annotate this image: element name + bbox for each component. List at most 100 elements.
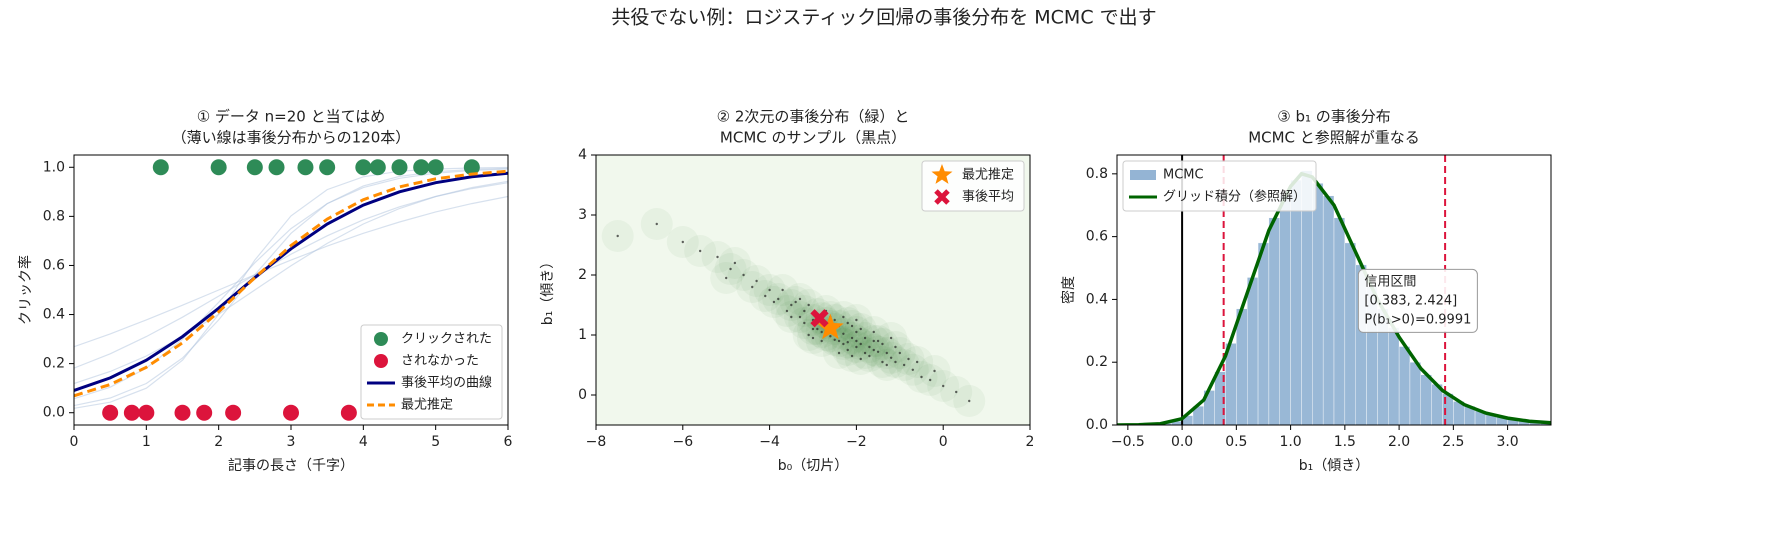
histogram-bar [1279,195,1291,425]
mcmc-sample [859,327,862,331]
histogram-bar [1420,374,1432,425]
legend-label: 事後平均 [962,190,1014,205]
mcmc-sample [764,294,767,298]
mcmc-sample [868,345,871,349]
legend-label: 最尤推定 [962,168,1014,183]
mcmc-sample [842,332,845,335]
panel-title: ① データ n=20 と当てはめ [197,108,386,126]
data-point [319,159,336,176]
mcmc-sample [859,357,862,361]
histogram-bar [1257,242,1270,425]
mcmc-sample [955,390,958,394]
y-tick-label: 0.0 [1086,417,1108,433]
histogram-bar [1333,217,1346,425]
mcmc-sample [807,303,810,307]
fit-curve [74,169,508,398]
x-tick-label: 6 [504,434,513,450]
y-tick-label: 0.2 [43,356,65,372]
data-point [210,159,227,176]
data-point [369,159,386,176]
mcmc-sample [920,375,923,379]
y-tick-label: 4 [578,147,587,163]
mcmc-sample [868,354,871,358]
legend-label: グリッド積分（参照解） [1163,189,1306,205]
x-tick-label: −6 [672,434,693,450]
mcmc-sample [785,309,789,313]
x-tick-label: 1.5 [1334,434,1356,450]
y-tick-label: 0.8 [1086,166,1108,182]
mcmc-sample [885,351,888,355]
mcmc-sample [889,356,893,359]
mcmc-sample [790,315,793,319]
mcmc-sample [876,350,880,353]
mcmc-sample [833,338,836,341]
legend-label: クリックされた [401,332,492,347]
histogram-bar [1268,217,1280,425]
reference-curve [1117,171,1551,425]
mcmc-sample [872,339,875,343]
posterior-mean-marker [810,309,829,328]
mcmc-sample [842,315,845,319]
mcmc-sample [798,297,802,301]
x-tick-label: −4 [759,434,780,450]
x-tick-label: 3.0 [1496,434,1518,450]
x-axis-label: 記事の長さ（千字） [228,457,354,474]
y-tick-label: 0.2 [1086,354,1108,370]
mcmc-sample [850,336,854,340]
legend-box [1122,160,1317,212]
mcmc-sample [820,330,823,334]
panel-title: MCMC と参照解が重なる [1248,129,1420,147]
plot-area [74,159,508,421]
mcmc-sample [855,318,858,322]
mcmc-sample [655,222,658,226]
mcmc-sample [742,273,745,277]
mcmc-sample [876,339,880,343]
data-point [413,159,430,176]
mcmc-sample [881,360,884,364]
x-tick-label: 1 [142,434,151,450]
mcmc-sample [729,267,732,271]
mcmc-sample [751,285,754,289]
mcmc-sample [898,351,901,355]
panel-title: MCMC のサンプル（黒点） [720,129,906,147]
data-point [297,159,314,176]
y-tick-label: 0 [578,387,587,403]
mcmc-sample [794,300,797,304]
mcmc-sample [716,255,719,259]
x-tick-label: 4 [359,434,368,450]
legend-label: されなかった [401,354,479,369]
legend-symbol [934,189,950,205]
mcmc-sample [968,399,971,403]
axes-frame [595,154,1031,426]
mcmc-sample [781,288,784,292]
legend: MCMC グリッド積分（参照解） [1122,160,1317,212]
data-point [225,404,242,421]
axes-frame [73,154,509,426]
mcmc-sample [855,339,858,343]
posterior-sample-curve [74,195,508,348]
mcmc-sample [850,354,854,358]
mcmc-sample [863,351,867,355]
mcmc-sample [942,384,945,388]
mcmc-sample [872,330,875,334]
data-point [391,159,408,176]
x-tick-label: 3 [287,434,296,450]
y-tick-label: 0.4 [43,307,65,323]
mcmc-sample [855,345,858,349]
mcmc-sample [928,378,932,382]
histogram-bar [1409,362,1421,425]
panel-title: ③ b₁ の事後分布 [1277,108,1391,126]
legend-box [360,324,503,420]
mcmc-sample [755,279,758,283]
mcmc-sample [811,336,815,340]
histogram-bar [1236,308,1248,425]
data-point [427,159,444,176]
x-tick-label: 0.5 [1225,434,1247,450]
data-point [152,159,169,176]
histogram-bar [1290,179,1302,425]
y-tick-label: 3 [578,207,587,223]
posterior-sample-curve [74,180,508,385]
mcmc-sample [855,330,858,334]
annotation-text: 信用区間 [1364,274,1416,289]
x-tick-label: −8 [586,434,607,450]
